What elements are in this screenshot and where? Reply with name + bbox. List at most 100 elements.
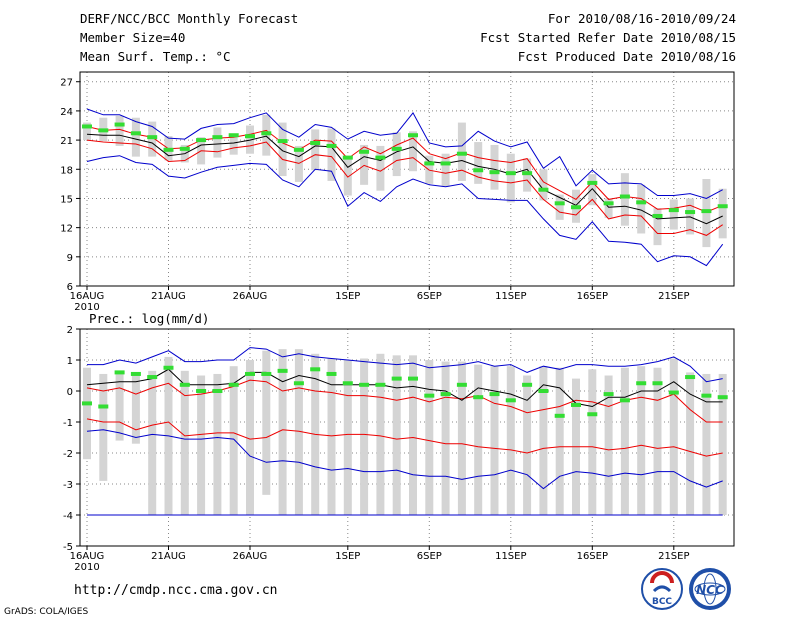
range-bar [83, 367, 91, 460]
observed-marker [456, 151, 467, 156]
y-tick-label: -3 [63, 480, 73, 491]
observed-marker [245, 371, 255, 376]
observed-marker [359, 149, 370, 154]
observed-marker [310, 367, 321, 372]
observed-marker [424, 393, 435, 398]
x-tick-label: 6SEP [417, 551, 442, 562]
range-bar [229, 366, 238, 515]
observed-marker [261, 371, 272, 376]
bcc-logo: BCC [641, 568, 683, 610]
observed-marker [440, 161, 451, 166]
observed-marker [489, 392, 500, 397]
x-tick-label: 16SEP [577, 551, 608, 562]
observed-marker [685, 210, 696, 215]
chart-title: DERF/NCC/BCC Monthly Forecast [80, 11, 299, 26]
observed-marker [342, 381, 353, 386]
observed-marker [179, 382, 190, 387]
plot-frame [79, 71, 735, 287]
y-tick-label: 15 [60, 194, 73, 205]
plot-frame [79, 328, 735, 547]
observed-marker [212, 135, 223, 140]
y-tick-label: 1 [67, 356, 73, 367]
x-tick-label: 26AUG [233, 291, 268, 302]
y-tick-label: 24 [60, 107, 73, 118]
x-year-label: 2010 [74, 562, 99, 573]
observed-marker [701, 393, 712, 398]
range-bar [213, 127, 222, 158]
range-bar [555, 194, 564, 220]
x-tick-label: 1SEP [335, 291, 360, 302]
range-bar [539, 366, 548, 515]
observed-marker [685, 375, 696, 380]
lower-spread-line [86, 418, 723, 457]
observed-marker [261, 131, 272, 136]
observed-marker [489, 170, 500, 175]
observed-marker [212, 389, 223, 393]
observed-marker [98, 128, 109, 133]
observed-marker [130, 371, 141, 376]
observed-marker [538, 187, 549, 192]
observed-marker [375, 155, 386, 160]
observed-marker [147, 375, 158, 380]
observed-marker [82, 401, 92, 406]
x-tick-label: 26AUG [233, 551, 268, 562]
observed-marker [636, 381, 647, 386]
observed-marker [179, 146, 190, 151]
source-url[interactable]: http://cmdp.ncc.cma.gov.cn [74, 583, 278, 598]
y-tick-label: -1 [63, 418, 73, 429]
observed-marker [701, 209, 712, 214]
observed-marker [228, 133, 239, 138]
observed-marker [456, 382, 467, 387]
range-bar [131, 117, 140, 157]
range-bar [490, 366, 499, 515]
range-bar [425, 360, 434, 515]
ensemble-mean-line [86, 133, 723, 225]
ncc-logo-text: NCC [696, 583, 724, 597]
observed-marker [538, 389, 549, 393]
min-line [86, 155, 724, 267]
range-bar [278, 349, 287, 515]
y-tick-label: 6 [67, 282, 73, 293]
range-bar [376, 145, 385, 191]
max-line [87, 347, 723, 383]
range-bar [474, 364, 483, 515]
y-tick-label: -4 [63, 511, 73, 522]
x-tick-label: 1SEP [335, 551, 360, 562]
lower-spread-line [86, 139, 723, 236]
observed-marker [717, 395, 728, 400]
range-bar [148, 370, 157, 515]
grads-credit: GrADS: COLA/IGES [4, 607, 89, 617]
range-bar [180, 370, 189, 515]
range-bar [392, 132, 401, 177]
range-bar [506, 366, 515, 515]
observed-marker [619, 194, 630, 199]
y-tick-label: 21 [60, 136, 73, 147]
range-bar [588, 369, 597, 515]
observed-marker [652, 213, 663, 218]
observed-marker [424, 161, 435, 166]
range-bar [620, 367, 629, 515]
chart-panel-1: 6 9 12 15 18 21 24 27 16AUG 21AUG 26AUG 1SEP 6SEP 11S… [60, 71, 735, 313]
observed-marker [130, 131, 141, 136]
observed-marker [636, 200, 647, 205]
range-bar [229, 134, 238, 155]
range-bar [457, 361, 466, 515]
range-bar [555, 367, 564, 515]
observed-marker [391, 376, 402, 381]
range-bar [506, 153, 515, 203]
range-bar [327, 358, 336, 515]
observed-marker [587, 180, 598, 185]
range-bar [620, 173, 629, 226]
range-bar [604, 375, 613, 515]
observed-marker [326, 371, 337, 376]
range-bar [392, 355, 401, 515]
variable-label: Mean Surf. Temp.: °C [80, 49, 231, 64]
range-bar [360, 358, 369, 515]
range-bar [115, 373, 124, 441]
range-bar [311, 129, 320, 171]
range-bar [343, 360, 352, 515]
observed-marker [147, 135, 158, 140]
x-tick-label: 16AUG [70, 291, 105, 302]
range-bar [278, 122, 287, 177]
